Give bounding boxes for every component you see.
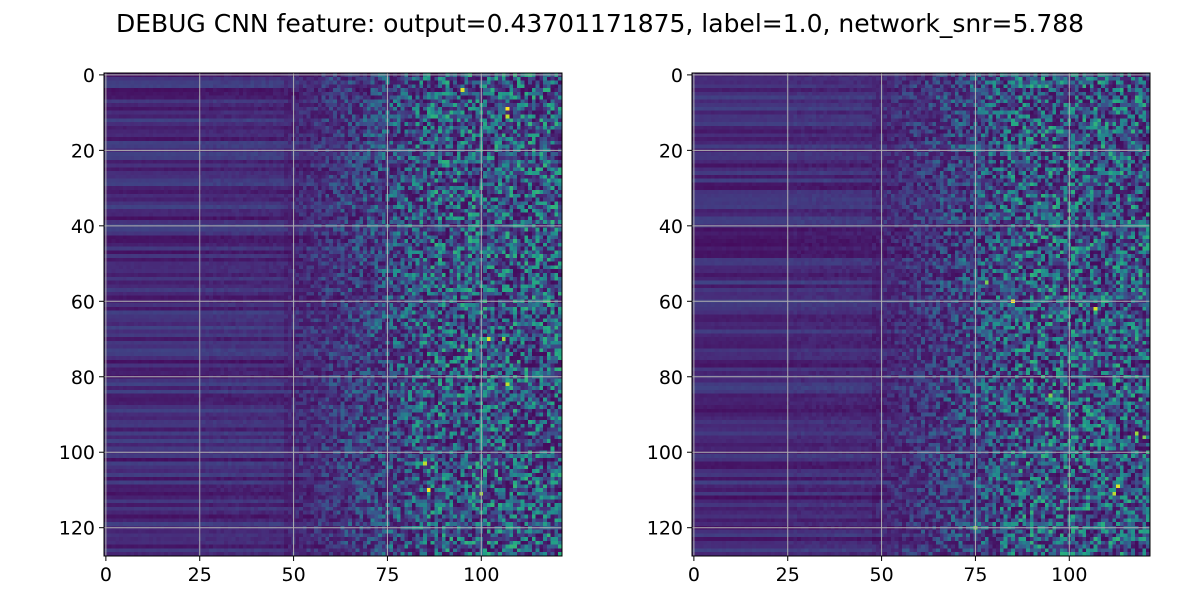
y-tick-label: 120 <box>59 518 95 540</box>
y-tick-label: 0 <box>671 65 683 87</box>
x-tick-label: 50 <box>869 564 893 586</box>
heatmap-right: 0 25 50 75 100 0 20 40 60 80 100 120 <box>647 65 1151 586</box>
heatmap-image <box>104 73 562 556</box>
y-tick-label: 80 <box>659 367 683 389</box>
figure-title: DEBUG CNN feature: output=0.43701171875,… <box>115 9 1085 38</box>
y-tick-label: 40 <box>71 216 95 238</box>
x-tick-label: 100 <box>463 564 499 586</box>
x-tick-label: 0 <box>688 564 700 586</box>
axes-frame <box>103 72 563 557</box>
x-tick-label: 50 <box>281 564 305 586</box>
x-tick-label: 25 <box>188 564 212 586</box>
y-tick-label: 80 <box>71 367 95 389</box>
x-tick-label: 75 <box>375 564 399 586</box>
y-tick-label: 20 <box>71 140 95 162</box>
axes-frame <box>691 72 1151 557</box>
x-tick-label: 25 <box>776 564 800 586</box>
x-tick-label: 75 <box>963 564 987 586</box>
x-tick-label: 100 <box>1051 564 1087 586</box>
y-tick-label: 100 <box>647 442 683 464</box>
x-tick-label: 0 <box>100 564 112 586</box>
y-tick-label: 60 <box>71 291 95 313</box>
y-tick-label: 120 <box>647 518 683 540</box>
heatmap-left: 0 25 50 75 100 0 20 40 60 80 100 120 <box>59 65 563 586</box>
y-tick-label: 40 <box>659 216 683 238</box>
y-tick-label: 20 <box>659 140 683 162</box>
y-tick-label: 0 <box>83 65 95 87</box>
heatmap-image <box>692 73 1150 556</box>
y-tick-label: 60 <box>659 291 683 313</box>
y-tick-label: 100 <box>59 442 95 464</box>
